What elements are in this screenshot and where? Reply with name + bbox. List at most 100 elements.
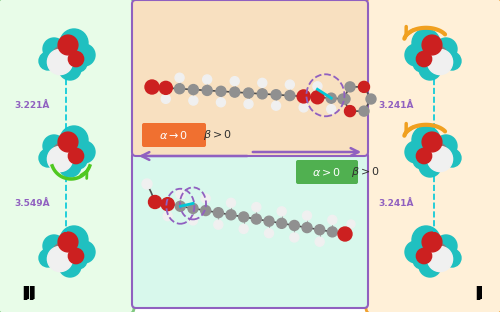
Circle shape [59, 255, 81, 277]
Circle shape [424, 138, 452, 166]
Circle shape [73, 44, 95, 66]
Circle shape [435, 235, 457, 257]
Circle shape [359, 82, 369, 92]
Circle shape [366, 94, 376, 104]
Circle shape [239, 224, 248, 233]
FancyBboxPatch shape [132, 152, 368, 308]
Circle shape [272, 101, 280, 110]
Circle shape [69, 54, 87, 72]
Circle shape [48, 246, 72, 272]
Circle shape [338, 227, 352, 241]
Circle shape [435, 135, 457, 157]
Circle shape [176, 201, 186, 211]
Circle shape [39, 149, 57, 167]
FancyBboxPatch shape [142, 123, 206, 147]
Circle shape [59, 58, 81, 80]
Circle shape [48, 41, 76, 69]
Circle shape [416, 148, 432, 164]
Circle shape [416, 51, 432, 67]
Circle shape [290, 221, 300, 231]
Circle shape [429, 46, 447, 64]
FancyBboxPatch shape [296, 160, 358, 184]
Circle shape [412, 126, 440, 154]
Circle shape [202, 75, 211, 84]
Circle shape [58, 35, 78, 55]
Circle shape [216, 86, 226, 96]
Circle shape [58, 232, 78, 252]
Circle shape [344, 106, 356, 117]
Circle shape [422, 232, 442, 252]
Circle shape [299, 103, 308, 112]
Circle shape [39, 249, 57, 267]
Circle shape [216, 98, 226, 107]
Circle shape [53, 46, 71, 64]
Circle shape [413, 151, 431, 169]
Circle shape [43, 135, 65, 157]
Circle shape [69, 151, 87, 169]
Circle shape [428, 246, 452, 272]
Circle shape [176, 190, 185, 199]
Circle shape [258, 78, 267, 87]
Circle shape [412, 29, 440, 57]
Circle shape [443, 149, 461, 167]
Circle shape [405, 141, 427, 163]
Circle shape [328, 227, 338, 237]
Circle shape [338, 94, 348, 104]
Circle shape [60, 226, 88, 254]
Text: II: II [24, 285, 36, 303]
Circle shape [313, 82, 322, 91]
Circle shape [405, 241, 427, 263]
Circle shape [145, 80, 159, 94]
Circle shape [48, 146, 72, 172]
Circle shape [48, 238, 76, 266]
Circle shape [347, 220, 355, 228]
Circle shape [422, 132, 442, 152]
Circle shape [428, 49, 452, 75]
Circle shape [443, 52, 461, 70]
Circle shape [429, 243, 447, 261]
Circle shape [264, 229, 274, 238]
Circle shape [230, 87, 239, 97]
Circle shape [73, 141, 95, 163]
Circle shape [161, 197, 174, 211]
Circle shape [358, 81, 370, 92]
Circle shape [424, 41, 452, 69]
Circle shape [413, 54, 431, 72]
Circle shape [359, 106, 369, 116]
Circle shape [142, 179, 152, 189]
Circle shape [429, 143, 447, 161]
Circle shape [39, 52, 57, 70]
Circle shape [405, 44, 427, 66]
Circle shape [428, 146, 452, 172]
Circle shape [53, 243, 71, 261]
Circle shape [314, 225, 324, 235]
Circle shape [252, 214, 262, 224]
Text: 3.241Å: 3.241Å [378, 199, 414, 208]
Circle shape [60, 126, 88, 154]
Circle shape [202, 85, 212, 95]
Text: $\beta>0$: $\beta>0$ [204, 128, 233, 142]
Circle shape [277, 207, 286, 216]
Circle shape [53, 143, 71, 161]
Circle shape [286, 80, 294, 89]
Circle shape [311, 91, 324, 104]
Circle shape [60, 29, 88, 57]
Circle shape [188, 216, 198, 225]
Circle shape [345, 106, 355, 116]
Circle shape [413, 251, 431, 269]
Circle shape [326, 105, 336, 114]
Circle shape [226, 198, 235, 207]
Circle shape [340, 94, 350, 104]
Circle shape [188, 85, 198, 95]
Circle shape [175, 73, 184, 82]
Text: 3.221Å: 3.221Å [14, 101, 50, 110]
Circle shape [68, 51, 84, 67]
Circle shape [244, 88, 254, 98]
Circle shape [148, 196, 162, 208]
Circle shape [328, 215, 337, 224]
Circle shape [214, 220, 223, 229]
Circle shape [276, 218, 286, 228]
Circle shape [226, 210, 236, 220]
Circle shape [162, 94, 170, 103]
Circle shape [285, 90, 295, 100]
